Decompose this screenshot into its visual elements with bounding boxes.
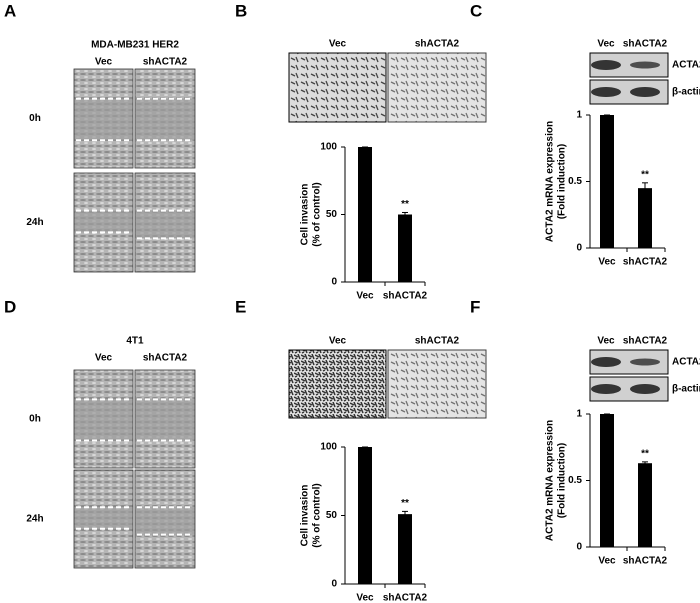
- band-label: β-actin: [672, 87, 700, 98]
- blot-band: [630, 358, 660, 366]
- column-label: shACTA2: [143, 353, 188, 364]
- column-label: shACTA2: [415, 39, 460, 50]
- y-tick-label: 50: [326, 209, 338, 220]
- panel-label: F: [470, 297, 480, 316]
- y-axis-label: Cell invasion: [300, 184, 311, 246]
- x-tick-label: shACTA2: [623, 257, 668, 268]
- blot-band: [591, 87, 621, 97]
- band-label: ACTA2: [672, 357, 700, 368]
- panel-label: E: [235, 297, 246, 316]
- y-tick-label: 0: [576, 542, 582, 553]
- significance: **: [401, 498, 409, 509]
- x-tick-label: shACTA2: [383, 291, 428, 302]
- invasion-image: [288, 52, 387, 123]
- scratch: [74, 507, 133, 529]
- column-label: shACTA2: [143, 57, 188, 68]
- y-tick-label: 100: [320, 142, 337, 153]
- y-tick-label: 0: [576, 243, 582, 254]
- invasion-image: [387, 349, 487, 419]
- row-label: 0h: [29, 414, 41, 425]
- y-tick-label: 1: [576, 110, 582, 121]
- x-tick-label: Vec: [598, 257, 616, 268]
- x-tick-label: Vec: [598, 556, 616, 567]
- significance: **: [641, 169, 649, 180]
- x-tick-label: Vec: [356, 593, 374, 603]
- bar: [358, 147, 372, 282]
- panel-label: B: [235, 1, 247, 20]
- invasion-image: [288, 349, 387, 419]
- column-label: Vec: [597, 336, 615, 347]
- blot-band: [630, 384, 660, 394]
- invasion-image: [387, 52, 487, 123]
- row-label: 24h: [26, 217, 43, 228]
- blot-band: [591, 60, 621, 70]
- band-label: ACTA2: [672, 60, 700, 71]
- bar: [638, 188, 652, 248]
- column-label: shACTA2: [415, 336, 460, 347]
- x-tick-label: Vec: [356, 291, 374, 302]
- scratch: [135, 98, 195, 141]
- y-tick-label: 50: [326, 510, 338, 521]
- bar: [398, 514, 412, 584]
- scratch: [135, 399, 195, 441]
- column-label: shACTA2: [623, 336, 668, 347]
- panel-label: D: [4, 297, 16, 316]
- panel-title: 4T1: [126, 336, 144, 347]
- y-tick-label: 0.5: [568, 475, 582, 486]
- scratch: [135, 507, 195, 535]
- scratch: [135, 210, 195, 239]
- y-axis-label: (% of control): [312, 483, 323, 547]
- panel-label: A: [4, 1, 16, 20]
- bar: [638, 463, 652, 547]
- column-label: Vec: [95, 57, 113, 68]
- y-tick-label: 100: [320, 442, 337, 453]
- y-axis-label: (Fold induction): [557, 144, 568, 220]
- significance: **: [401, 199, 409, 210]
- column-label: Vec: [597, 39, 615, 50]
- y-tick-label: 0.5: [568, 176, 582, 187]
- scratch: [74, 98, 133, 141]
- y-axis-label: Cell invasion: [300, 485, 311, 547]
- blot-band: [630, 61, 660, 69]
- column-label: Vec: [329, 336, 347, 347]
- scratch: [74, 399, 133, 441]
- blot-band: [630, 87, 660, 97]
- column-label: Vec: [329, 39, 347, 50]
- column-label: Vec: [95, 353, 113, 364]
- bar: [600, 414, 614, 547]
- column-label: shACTA2: [623, 39, 668, 50]
- y-tick-label: 0: [331, 277, 337, 288]
- blot-band: [591, 384, 621, 394]
- row-label: 0h: [29, 113, 41, 124]
- blot-band: [591, 357, 621, 367]
- x-tick-label: shACTA2: [623, 556, 668, 567]
- bar: [600, 115, 614, 248]
- scratch: [74, 210, 133, 233]
- row-label: 24h: [26, 514, 43, 525]
- x-tick-label: shACTA2: [383, 593, 428, 603]
- band-label: β-actin: [672, 384, 700, 395]
- significance: **: [641, 449, 649, 460]
- y-tick-label: 1: [576, 409, 582, 420]
- y-axis-label: (% of control): [312, 182, 323, 246]
- y-axis-label: ACTA2 mRNA expression: [545, 420, 556, 541]
- y-tick-label: 0: [331, 579, 337, 590]
- panel-label: C: [470, 1, 482, 20]
- y-axis-label: (Fold induction): [557, 443, 568, 519]
- bar: [398, 214, 412, 282]
- panel-title: MDA-MB231 HER2: [91, 40, 179, 51]
- y-axis-label: ACTA2 mRNA expression: [545, 121, 556, 242]
- bar: [358, 447, 372, 584]
